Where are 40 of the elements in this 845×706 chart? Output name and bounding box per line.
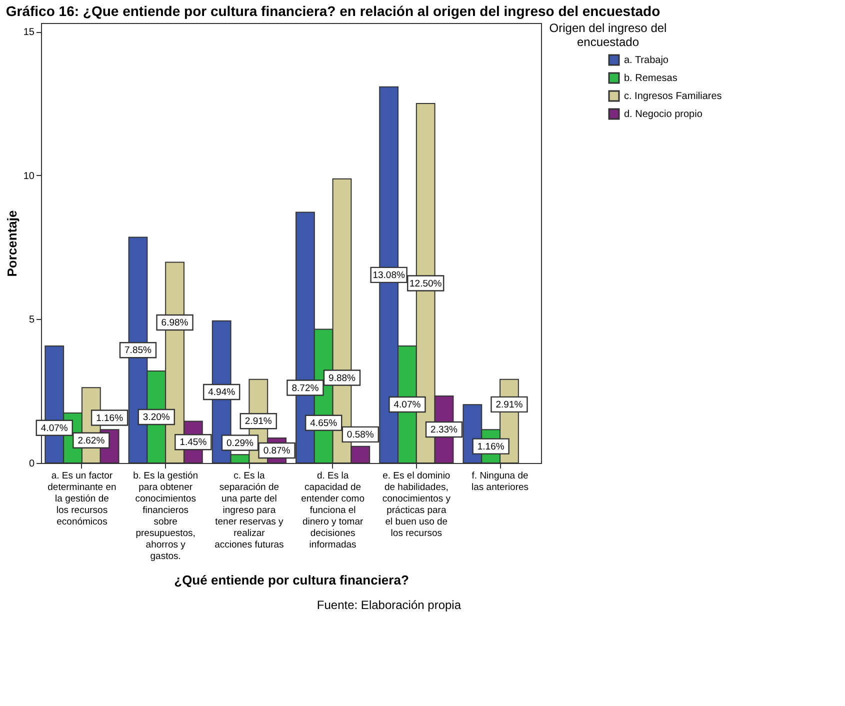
x-tick-label: e. Es el dominio de habilidades, conocimientos y prácticas para el buen uso de los recursos [382,470,451,539]
x-axis-title: ¿Qué entiende por cultura financiera? [174,572,409,588]
data-label: 0.29% [226,438,254,449]
data-label: 1.45% [180,437,208,448]
data-label: 9.88% [328,372,356,384]
data-label: 4.07% [394,399,422,410]
x-tick-label: d. Es la capacidad de entender como funciona el dinero y tomar decisiones informadas [301,470,364,550]
y-tick-label: 0 [28,458,35,470]
legend-title: Origen del ingreso del encuestado [549,21,667,49]
data-label: 4.07% [40,422,68,434]
y-tick-label: 5 [28,314,35,326]
data-label: 2.91% [496,399,524,410]
data-label: 4.65% [310,418,338,429]
x-tick-label: a. Es un factor determinante en la gestión de los recursos económicos [48,470,116,528]
x-tick-label: f. Ninguna de las anteriores [472,470,529,493]
data-label: 2.91% [244,416,272,428]
data-label: 0.87% [263,445,291,456]
data-label: 8.72% [292,382,320,394]
legend-label: c. Ingresos Familiares [624,91,722,102]
chart-title: Gráfico 16: ¿Que entiende por cultura financiera? en relación al origen del ingreso del encuestado [6,3,660,19]
y-axis-title: Porcentaje [4,210,20,277]
data-label: 7.85% [124,345,152,356]
legend-label: b. Remesas [624,73,678,84]
data-label: 1.16% [96,412,124,424]
x-tick-label: c. Es la separación de una parte del ingreso para tener reservas y realizar acciones futuras [214,470,284,550]
data-label: 12.50% [410,278,442,290]
data-label: 0.58% [346,429,374,440]
data-label: 4.94% [208,386,236,398]
y-tick-label: 10 [23,170,35,182]
data-label: 2.62% [78,435,106,446]
data-label: 13.08% [372,270,406,281]
legend-label: d. Negocio propio [624,109,703,120]
data-label: 3.20% [142,412,170,423]
data-label: 6.98% [161,317,189,328]
x-tick-label: b. Es la gestión para obtener conocimientos financieros sobre presupuestos, ahorros y gastos. [133,470,198,562]
y-tick-label: 15 [23,27,35,38]
source-note: Fuente: Elaboración propia [316,598,462,612]
data-label: 1.16% [477,441,505,452]
legend-label: a. Trabajo [624,55,669,66]
data-label: 2.33% [430,424,458,436]
